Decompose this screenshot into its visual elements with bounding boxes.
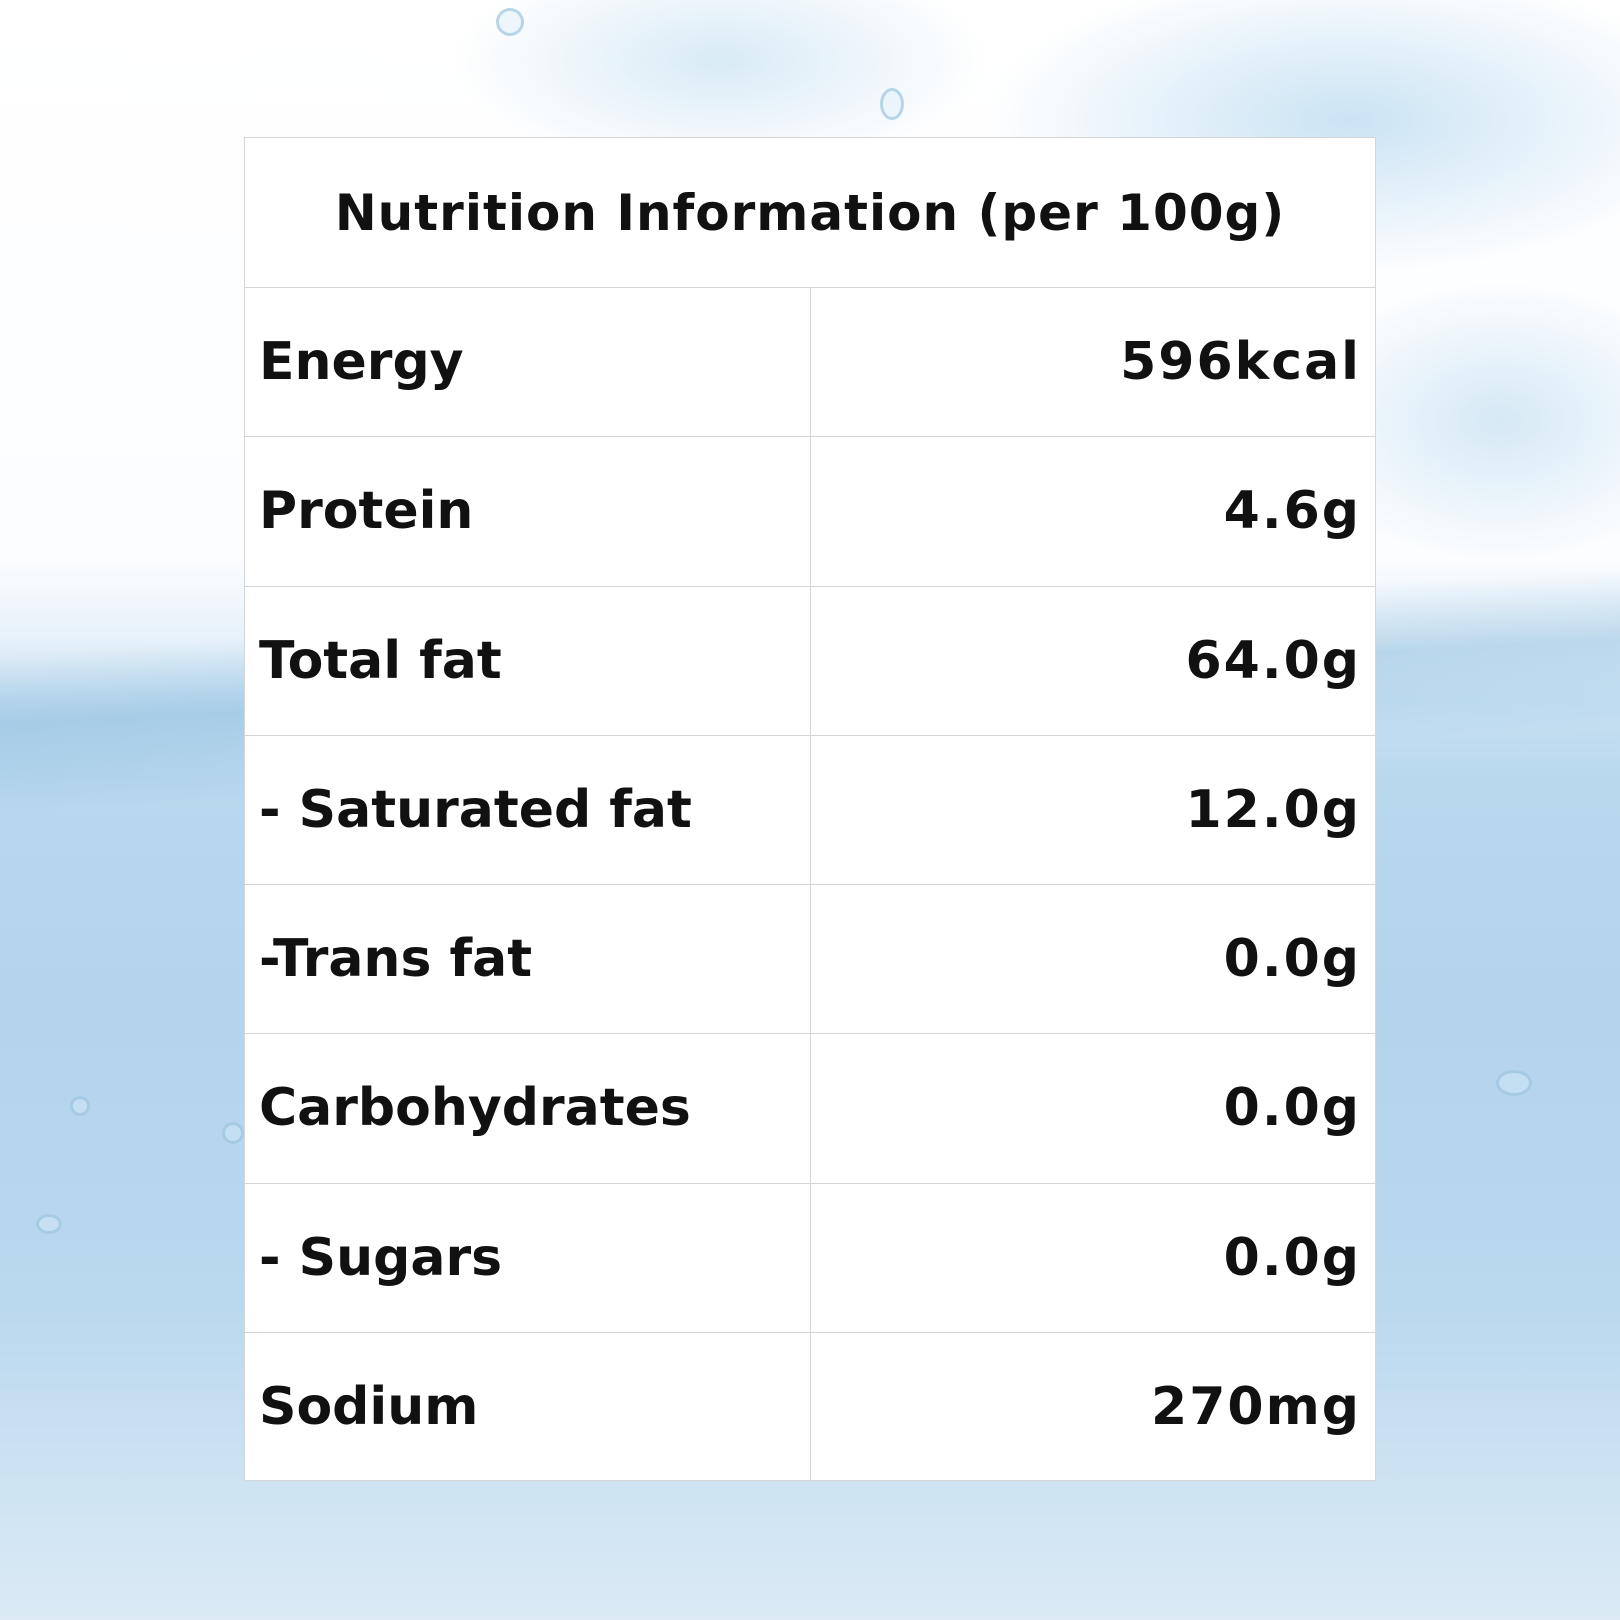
nutrient-name: Protein <box>245 437 811 586</box>
table-row-carbohydrates: Carbohydrates 0.0g <box>245 1034 1375 1184</box>
water-droplet <box>1496 1070 1532 1096</box>
water-droplet <box>70 1096 90 1116</box>
nutrient-name: Sodium <box>245 1332 811 1482</box>
nutrient-value: 0.0g <box>1223 1078 1361 1139</box>
nutrient-name: Total fat <box>245 586 811 735</box>
nutrient-value: 64.0g <box>1185 630 1361 691</box>
nutrient-name: - Saturated fat <box>245 735 811 884</box>
nutrient-name: - Sugars <box>245 1183 811 1332</box>
table-row-trans-fat: -Trans fat 0.0g <box>245 885 1375 1035</box>
table-row-protein: Protein 4.6g <box>245 437 1375 587</box>
water-droplet <box>222 1122 244 1144</box>
water-droplet <box>880 88 904 120</box>
nutrient-value: 4.6g <box>1223 481 1361 542</box>
table-row-saturated-fat: - Saturated fat 12.0g <box>245 735 1375 885</box>
nutrition-table: Nutrition Information (per 100g) Energy … <box>244 137 1376 1482</box>
table-row-sodium: Sodium 270mg <box>245 1332 1375 1482</box>
nutrient-name: -Trans fat <box>245 885 811 1034</box>
water-droplet <box>496 8 524 36</box>
table-row-energy: Energy 596kcal <box>245 288 1375 438</box>
nutrient-name: Energy <box>245 288 811 437</box>
nutrient-value: 596kcal <box>1120 332 1361 393</box>
nutrient-value: 270mg <box>1151 1377 1361 1438</box>
nutrient-value: 0.0g <box>1223 1227 1361 1288</box>
water-droplet <box>36 1214 62 1234</box>
nutrient-name: Carbohydrates <box>245 1034 811 1183</box>
table-row-sugars: - Sugars 0.0g <box>245 1183 1375 1333</box>
table-row-total-fat: Total fat 64.0g <box>245 586 1375 736</box>
table-header: Nutrition Information (per 100g) <box>245 138 1375 288</box>
table-title: Nutrition Information (per 100g) <box>334 183 1286 242</box>
nutrient-value: 12.0g <box>1185 779 1361 840</box>
nutrient-value: 0.0g <box>1223 929 1361 990</box>
